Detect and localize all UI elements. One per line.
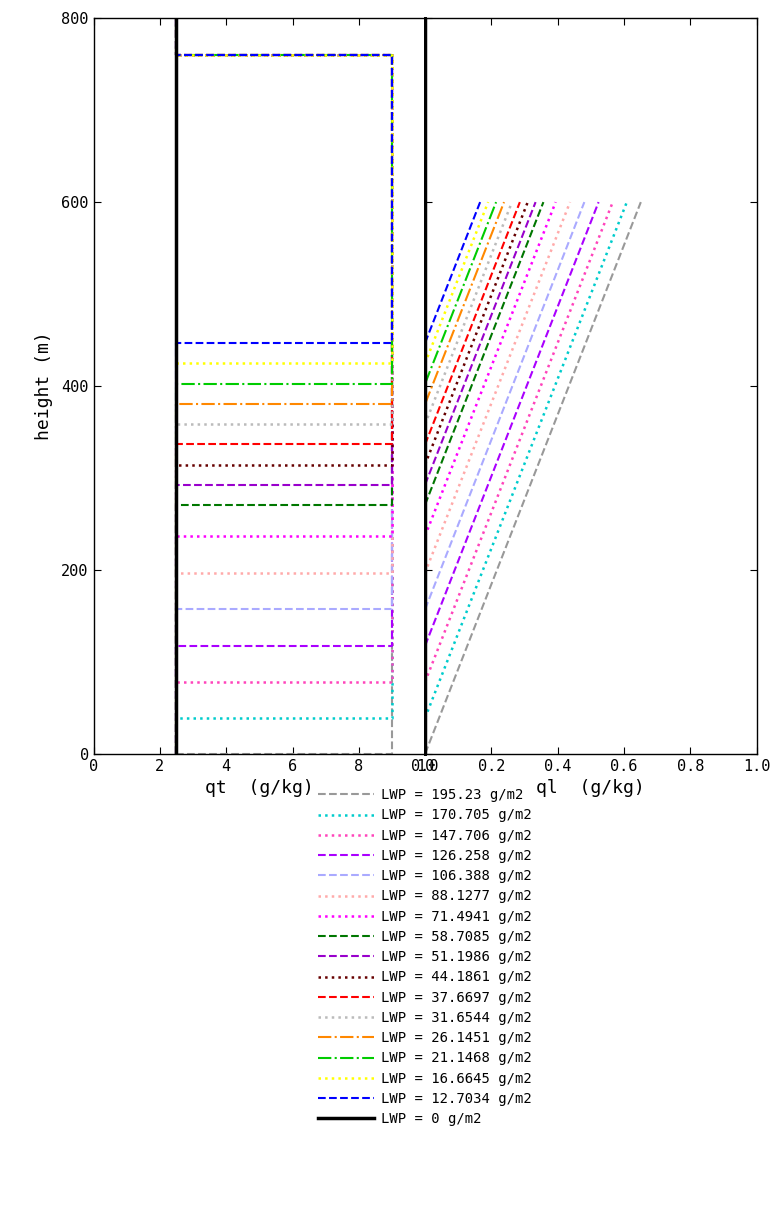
X-axis label: ql  (g/kg): ql (g/kg)	[537, 779, 645, 797]
Y-axis label: height (m): height (m)	[35, 332, 53, 440]
X-axis label: qt  (g/kg): qt (g/kg)	[205, 779, 314, 797]
Legend: LWP = 195.23 g/m2, LWP = 170.705 g/m2, LWP = 147.706 g/m2, LWP = 126.258 g/m2, L: LWP = 195.23 g/m2, LWP = 170.705 g/m2, L…	[313, 782, 537, 1131]
